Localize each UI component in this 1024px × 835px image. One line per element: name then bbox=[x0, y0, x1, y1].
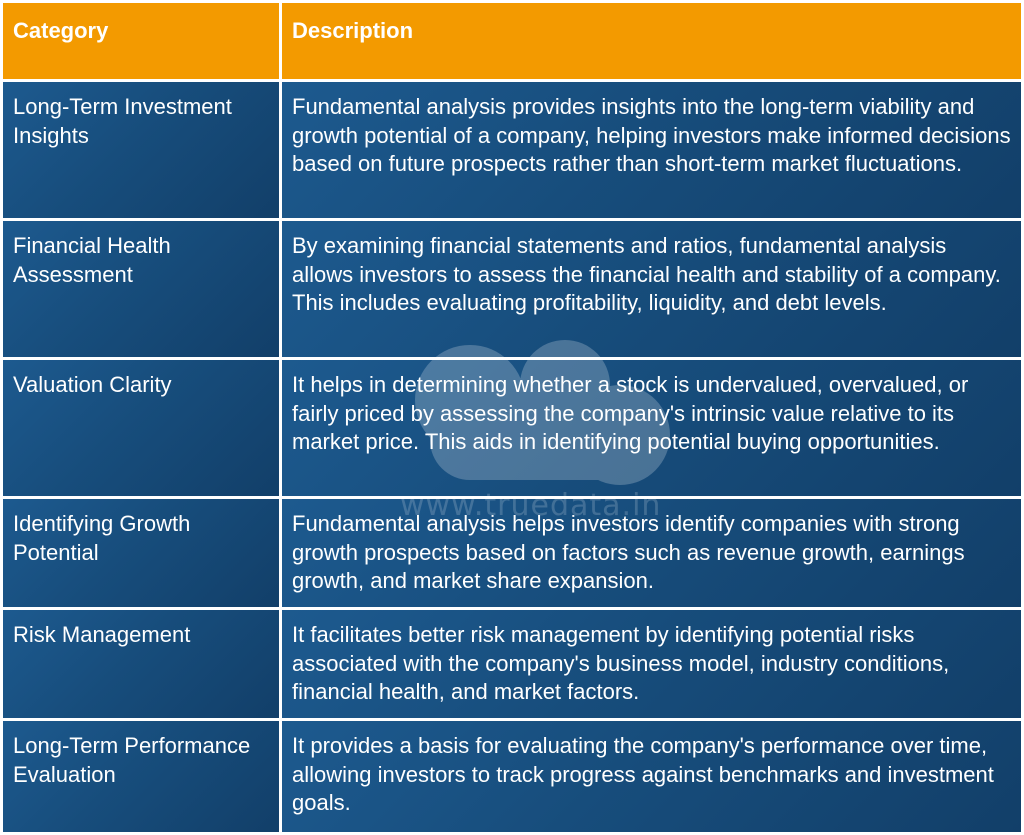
category-cell: Financial Health Assessment bbox=[3, 221, 279, 357]
description-text: By examining financial statements and ra… bbox=[292, 233, 1001, 315]
description-cell: Fundamental analysis helps investors ide… bbox=[282, 499, 1021, 607]
header-description-label: Description bbox=[292, 18, 414, 43]
description-cell: Fundamental analysis provides insights i… bbox=[282, 82, 1021, 218]
table-row: Financial Health Assessment By examining… bbox=[3, 221, 1021, 357]
category-cell: Long-Term Performance Evaluation bbox=[3, 721, 279, 832]
description-text: Fundamental analysis provides insights i… bbox=[292, 94, 1011, 176]
table-row: Identifying Growth Potential Fundamental… bbox=[3, 499, 1021, 607]
header-row: Category Description bbox=[3, 3, 1021, 79]
category-text: Risk Management bbox=[13, 622, 191, 647]
category-text: Identifying Growth Potential bbox=[13, 511, 191, 565]
category-cell: Long-Term Investment Insights bbox=[3, 82, 279, 218]
table-row: Long-Term Performance Evaluation It prov… bbox=[3, 721, 1021, 832]
category-text: Long-Term Performance Evaluation bbox=[13, 733, 251, 787]
description-text: Fundamental analysis helps investors ide… bbox=[292, 511, 965, 593]
header-description: Description bbox=[282, 3, 1021, 79]
header-category: Category bbox=[3, 3, 279, 79]
table-row: Valuation Clarity It helps in determinin… bbox=[3, 360, 1021, 496]
category-text: Valuation Clarity bbox=[13, 372, 172, 397]
table-row: Risk Management It facilitates better ri… bbox=[3, 610, 1021, 718]
category-cell: Risk Management bbox=[3, 610, 279, 718]
category-cell: Valuation Clarity bbox=[3, 360, 279, 496]
category-text: Financial Health Assessment bbox=[13, 233, 171, 287]
category-text: Long-Term Investment Insights bbox=[13, 94, 232, 148]
description-cell: By examining financial statements and ra… bbox=[282, 221, 1021, 357]
header-category-label: Category bbox=[13, 18, 109, 43]
table-row: Long-Term Investment Insights Fundamenta… bbox=[3, 82, 1021, 218]
category-cell: Identifying Growth Potential bbox=[3, 499, 279, 607]
description-cell: It helps in determining whether a stock … bbox=[282, 360, 1021, 496]
description-cell: It provides a basis for evaluating the c… bbox=[282, 721, 1021, 832]
description-text: It helps in determining whether a stock … bbox=[292, 372, 969, 454]
description-text: It provides a basis for evaluating the c… bbox=[292, 733, 994, 815]
description-cell: It facilitates better risk management by… bbox=[282, 610, 1021, 718]
description-text: It facilitates better risk management by… bbox=[292, 622, 950, 704]
